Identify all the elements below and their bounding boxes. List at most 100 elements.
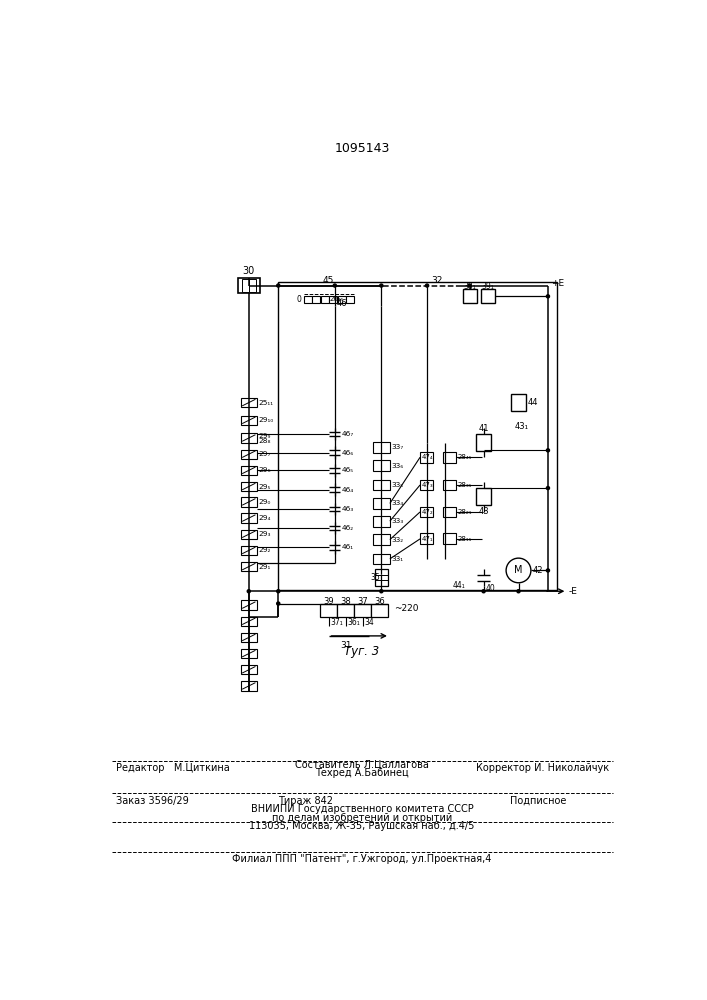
Bar — [510, 394, 526, 411]
Bar — [373, 460, 390, 471]
Text: 28₂₁: 28₂₁ — [457, 509, 472, 515]
Text: 113035, Москва, Ж-35, Раушская наб., д.4/5: 113035, Москва, Ж-35, Раушская наб., д.4… — [250, 821, 474, 831]
Text: 36₁: 36₁ — [347, 618, 360, 627]
Text: 28₈: 28₈ — [258, 438, 271, 444]
Bar — [249, 279, 256, 292]
Bar — [241, 530, 257, 539]
Circle shape — [247, 590, 250, 593]
Bar — [241, 546, 257, 555]
Bar — [241, 633, 257, 642]
Bar — [241, 681, 257, 691]
Text: -E: -E — [569, 587, 578, 596]
Text: 37: 37 — [357, 597, 368, 606]
Bar — [354, 604, 371, 617]
Text: 33₅: 33₅ — [392, 482, 404, 488]
Bar — [320, 604, 337, 617]
Text: 31: 31 — [340, 641, 351, 650]
Circle shape — [547, 295, 549, 298]
Text: 33₆: 33₆ — [392, 463, 404, 469]
Bar — [337, 604, 354, 617]
Bar — [375, 569, 387, 586]
Bar — [373, 442, 390, 453]
Bar — [373, 480, 390, 490]
Text: 29₇: 29₇ — [258, 451, 271, 457]
Bar — [481, 289, 495, 303]
Bar — [420, 452, 433, 463]
Text: 41: 41 — [479, 424, 489, 433]
Bar — [420, 507, 433, 517]
Circle shape — [547, 449, 549, 452]
Text: ВНИИПИ Государственного комитета СССР: ВНИИПИ Государственного комитета СССР — [250, 804, 473, 814]
Text: Подписное: Подписное — [510, 796, 566, 806]
Bar — [373, 534, 390, 545]
Bar — [346, 296, 354, 303]
Text: 39: 39 — [323, 597, 334, 606]
Text: 29₉: 29₉ — [258, 433, 271, 439]
Text: Составитель Л.Цаллагова: Составитель Л.Цаллагова — [295, 759, 429, 769]
Circle shape — [276, 602, 280, 605]
Text: 25₁₁: 25₁₁ — [258, 400, 273, 406]
Circle shape — [380, 590, 383, 593]
Text: 29₅: 29₅ — [258, 484, 271, 490]
Text: 34: 34 — [364, 618, 374, 627]
Text: 46₆: 46₆ — [341, 450, 354, 456]
Text: 47₃: 47₃ — [421, 482, 433, 488]
Text: 33₇: 33₇ — [392, 444, 404, 450]
Text: 38₁: 38₁ — [463, 282, 476, 291]
Text: Филиал ППП "Патент", г.Ужгород, ул.Проектная,4: Филиал ППП "Патент", г.Ужгород, ул.Проек… — [233, 854, 491, 864]
Text: 47₁: 47₁ — [421, 536, 433, 542]
Bar — [312, 296, 320, 303]
Text: 46₇: 46₇ — [341, 431, 354, 437]
Bar — [373, 516, 390, 527]
Bar — [373, 498, 390, 509]
Text: 38: 38 — [340, 597, 351, 606]
Bar — [241, 617, 257, 626]
Bar — [371, 604, 388, 617]
Circle shape — [380, 284, 383, 287]
Bar — [443, 480, 456, 490]
Text: 37₁: 37₁ — [330, 618, 343, 627]
Bar — [329, 296, 337, 303]
Text: 29₁: 29₁ — [258, 564, 271, 570]
Text: Редактор   М.Циткина: Редактор М.Циткина — [115, 763, 229, 773]
Bar — [241, 398, 257, 407]
Text: 33₄: 33₄ — [392, 500, 404, 506]
Bar — [241, 416, 257, 425]
Circle shape — [506, 558, 531, 583]
Circle shape — [482, 590, 485, 593]
Text: Техред А.Бабинец: Техред А.Бабинец — [315, 768, 409, 778]
Bar — [373, 554, 390, 564]
Text: 33₂: 33₂ — [392, 537, 404, 543]
Text: 33₁: 33₁ — [392, 556, 404, 562]
Text: 42: 42 — [532, 566, 543, 575]
Bar — [241, 562, 257, 571]
Bar — [338, 296, 346, 303]
Text: 28₁₁: 28₁₁ — [457, 536, 472, 542]
Bar — [241, 466, 257, 475]
Circle shape — [547, 569, 549, 572]
Bar — [304, 296, 312, 303]
Text: Τуг. 3: Τуг. 3 — [344, 645, 380, 658]
Bar — [462, 289, 477, 303]
Bar — [420, 533, 433, 544]
Bar — [321, 296, 329, 303]
Text: Корректор И. Николайчук: Корректор И. Николайчук — [476, 763, 609, 773]
Bar — [443, 533, 456, 544]
Text: 33₃: 33₃ — [392, 518, 404, 524]
Text: 46₁: 46₁ — [341, 544, 354, 550]
Text: 45: 45 — [323, 276, 334, 285]
Text: 29₄: 29₄ — [258, 515, 271, 521]
Text: 47₄: 47₄ — [421, 454, 433, 460]
Text: 30: 30 — [243, 266, 255, 276]
Bar — [241, 649, 257, 658]
Text: 46₂: 46₂ — [341, 525, 354, 531]
Text: 29₂: 29₂ — [258, 547, 271, 553]
Text: 0: 0 — [297, 295, 301, 304]
Text: 28₄₁: 28₄₁ — [457, 454, 472, 460]
Bar — [241, 450, 257, 459]
Bar — [476, 488, 491, 505]
Bar — [241, 665, 257, 674]
Text: 28₃₁: 28₃₁ — [457, 482, 472, 488]
Circle shape — [276, 590, 280, 593]
Text: 43: 43 — [479, 507, 489, 516]
